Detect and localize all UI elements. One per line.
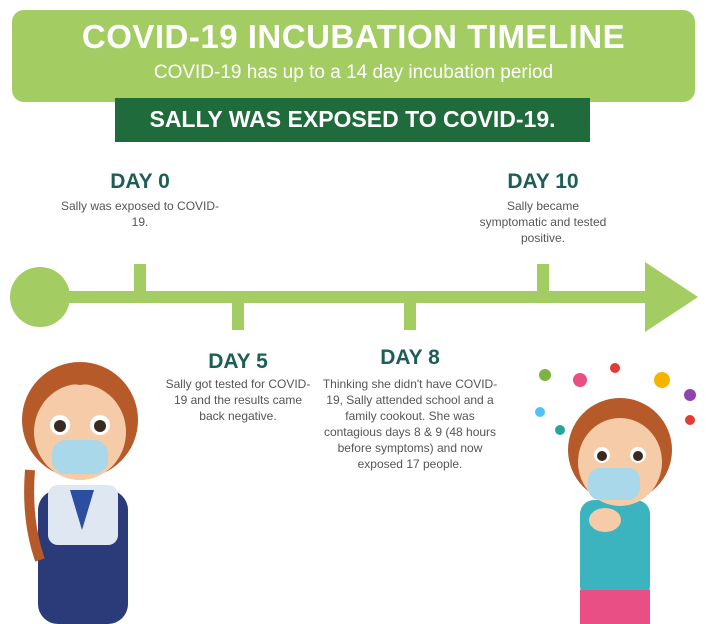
day-text: Sally was exposed to COVID-19. — [55, 198, 225, 230]
title: COVID-19 INCUBATION TIMELINE — [12, 18, 695, 56]
timeline-arrow — [645, 262, 698, 332]
day-label: DAY 8 — [350, 346, 470, 370]
timeline-start — [10, 267, 70, 327]
day-text: Sally became symptomatic and tested posi… — [478, 198, 608, 246]
day-label: DAY 0 — [80, 170, 200, 194]
timeline — [10, 262, 698, 332]
tick-day-10 — [537, 264, 549, 294]
subtitle: COVID-19 has up to a 14 day incubation p… — [12, 62, 695, 84]
day-label: DAY 5 — [178, 350, 298, 374]
infographic: COVID-19 INCUBATION TIMELINE COVID-19 ha… — [0, 0, 707, 624]
timeline-bar — [40, 291, 655, 303]
day-label: DAY 10 — [483, 170, 603, 194]
tick-day-8 — [404, 300, 416, 330]
girl-right — [535, 363, 696, 624]
tick-day-0 — [134, 264, 146, 294]
day-text: Sally got tested for COVID-19 and the re… — [163, 376, 313, 424]
tick-day-5 — [232, 300, 244, 330]
banner: SALLY WAS EXPOSED TO COVID-19. — [115, 106, 590, 133]
day-text: Thinking she didn't have COVID-19, Sally… — [320, 376, 500, 472]
girl-left — [22, 362, 138, 624]
artwork — [0, 0, 707, 624]
